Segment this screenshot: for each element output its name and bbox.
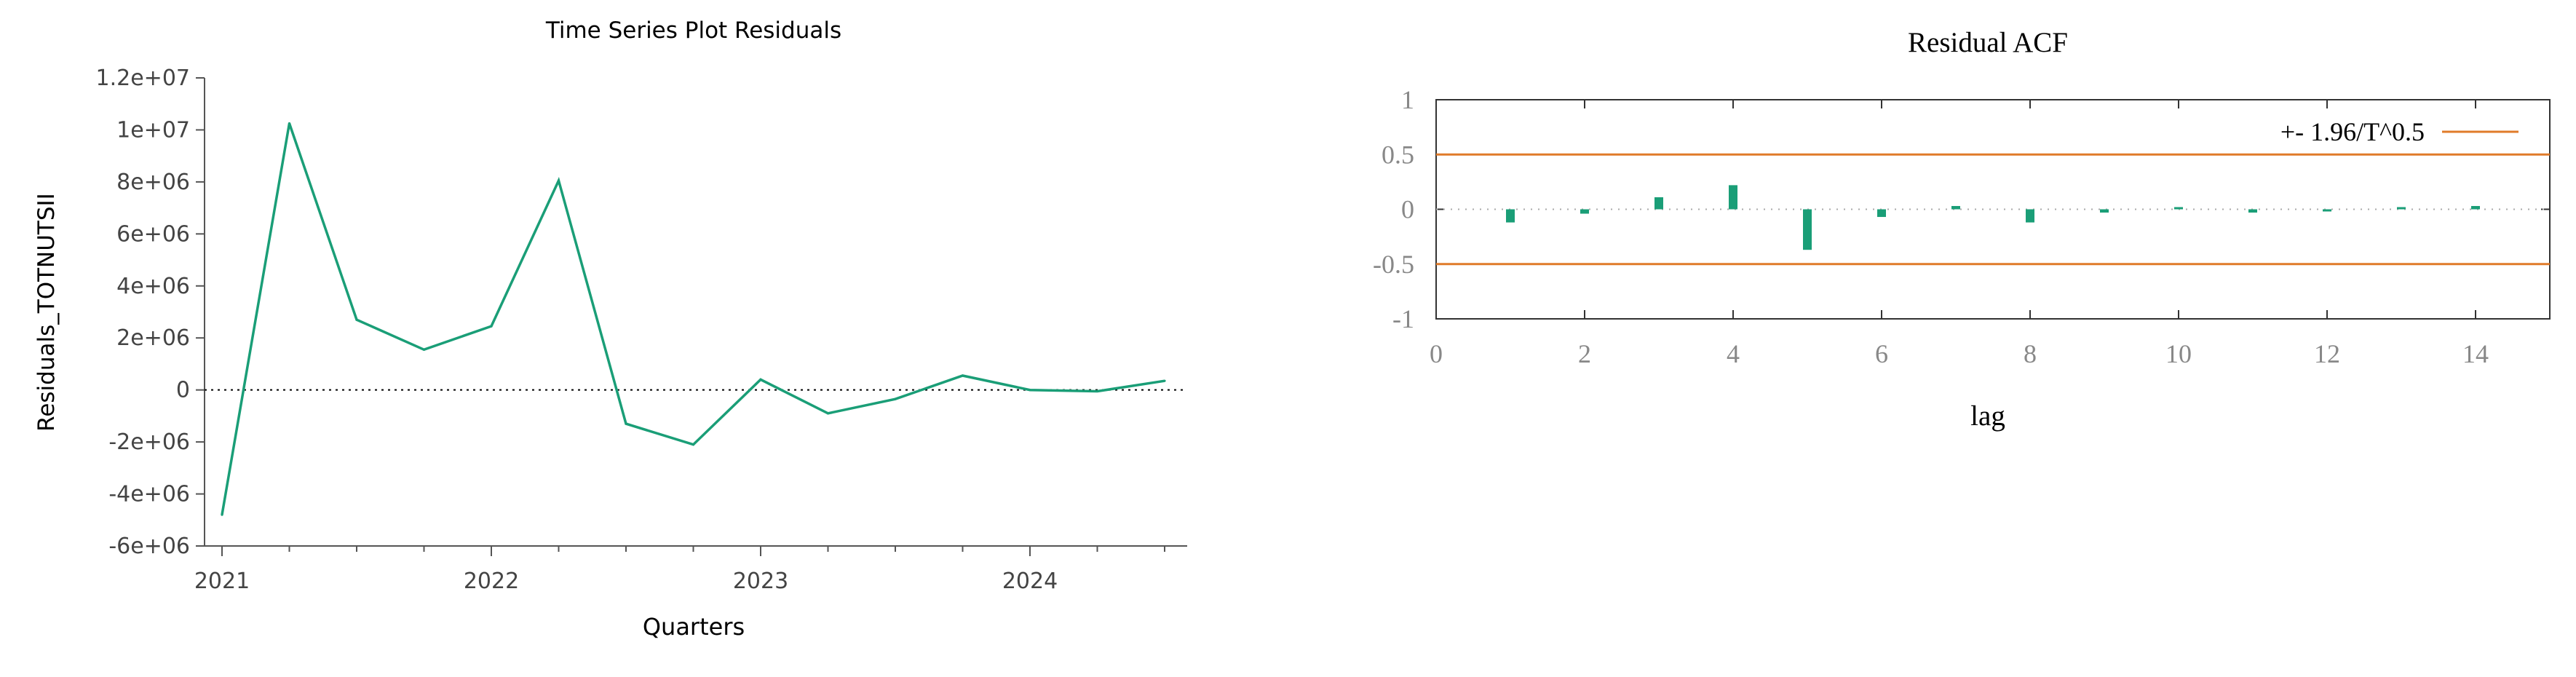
acf-x-tick-label: 4 — [1727, 339, 1740, 368]
acf-title: Residual ACF — [1908, 27, 2068, 58]
ts-y-tick-label: 6e+06 — [116, 221, 190, 247]
ts-y-tick-label: 4e+06 — [116, 274, 190, 299]
ts-x-axis-label: Quarters — [643, 613, 745, 641]
acf-x-tick-label: 10 — [2165, 339, 2192, 368]
ts-data-point — [355, 318, 358, 321]
acf-bar — [2248, 209, 2257, 213]
ts-data-point — [894, 397, 897, 400]
acf-x-tick-label: 14 — [2462, 339, 2489, 368]
ts-data-point — [759, 378, 762, 381]
acf-bar — [1729, 185, 1737, 210]
ts-axes — [204, 78, 1187, 547]
acf-bar — [2100, 209, 2109, 213]
acf-bar — [1506, 209, 1515, 223]
acf-bar — [2471, 205, 2480, 210]
acf-bar — [2026, 209, 2034, 223]
ts-x-tick-label: 2022 — [464, 569, 519, 594]
ts-y-tick-label: 1e+07 — [116, 117, 190, 143]
ts-data-point — [961, 374, 964, 377]
acf-bar — [2174, 207, 2183, 210]
acf-x-tick-label: 2 — [1578, 339, 1591, 368]
acf-bar — [1580, 209, 1589, 214]
ts-data-point — [1029, 389, 1031, 392]
ts-data-point — [288, 122, 291, 125]
acf-legend-label: +- 1.96/T^0.5 — [2280, 117, 2425, 146]
acf-chart: Residual ACF lag -1-0.500.510 2 4 6 8 10 12 14 … — [1373, 27, 2551, 432]
ts-y-tick-label: -6e+06 — [108, 534, 190, 559]
acf-bar — [2397, 207, 2406, 210]
ts-y-tick-label: 1.2e+07 — [96, 66, 190, 91]
acf-x-tick-label: 0 — [1430, 339, 1443, 368]
ts-data-point — [1163, 379, 1166, 382]
ts-residual-line — [221, 122, 1165, 515]
acf-y-tick-label: -0.5 — [1373, 250, 1414, 279]
acf-bar — [1803, 209, 1812, 250]
acf-legend: +- 1.96/T^0.5 — [2280, 117, 2518, 146]
ts-y-tick-label: 0 — [176, 378, 190, 403]
acf-bar — [1951, 205, 1960, 210]
ts-data-point — [422, 348, 426, 351]
ts-x-tick-label: 2023 — [733, 569, 788, 594]
ts-title: Time Series Plot Residuals — [545, 17, 841, 44]
ts-y-tick-label: -2e+06 — [108, 429, 190, 455]
acf-y-tick-label: 1 — [1401, 85, 1414, 114]
ts-ticks: -6e+06 -4e+06 -2e+06 0 2e+06 4e+06 6e+06 8e+06 1… — [96, 66, 1165, 594]
acf-y-tick-label: 0.5 — [1382, 140, 1414, 169]
ts-y-tick-label: -4e+06 — [108, 482, 190, 507]
acf-x-tick-label: 6 — [1875, 339, 1888, 368]
ts-y-axis-label: Residuals_TOTNUTSII — [33, 193, 60, 432]
acf-bar — [2323, 209, 2331, 212]
ts-data-point — [221, 513, 223, 516]
ts-x-tick-label: 2024 — [1002, 569, 1058, 594]
ts-data-point — [625, 422, 627, 425]
ts-data-point — [826, 412, 830, 415]
acf-y-tick-label: -1 — [1392, 304, 1414, 333]
time-series-chart: Time Series Plot Residuals Quarters Resi… — [33, 17, 1187, 641]
acf-bar — [1654, 197, 1663, 210]
ts-data-point — [557, 179, 560, 182]
acf-marks — [1436, 153, 2550, 266]
acf-x-axis-label: lag — [1970, 400, 2005, 432]
ts-data-point — [490, 325, 493, 328]
acf-y-tick-label: 0 — [1401, 195, 1414, 224]
acf-bar — [1877, 209, 1886, 218]
acf-x-tick-label: 12 — [2314, 339, 2340, 368]
acf-ticks: -1-0.500.510 2 4 6 8 10 12 14 — [1373, 85, 2550, 368]
ts-y-tick-label: 2e+06 — [116, 325, 190, 351]
ts-marks — [205, 122, 1187, 516]
ts-y-tick-label: 8e+06 — [116, 170, 190, 195]
ts-x-tick-label: 2021 — [194, 569, 250, 594]
acf-x-tick-label: 8 — [2024, 339, 2037, 368]
ts-data-point — [691, 443, 695, 446]
ts-data-point — [1095, 389, 1099, 393]
